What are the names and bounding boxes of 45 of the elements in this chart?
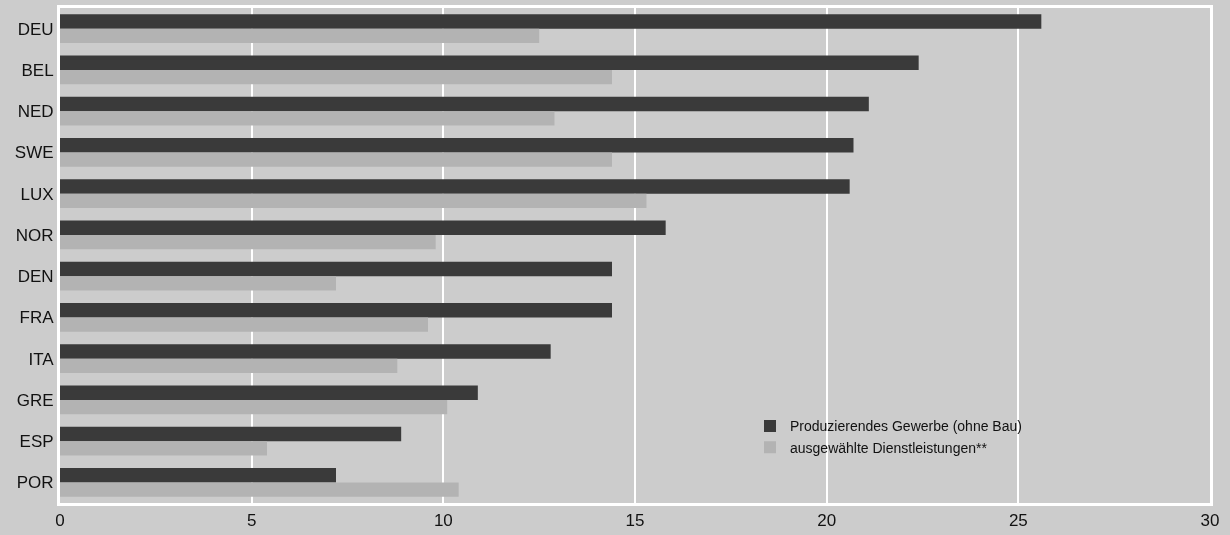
bar	[60, 482, 459, 497]
bar	[60, 441, 267, 456]
bar	[60, 385, 478, 400]
y-tick-label: DEN	[17, 267, 54, 287]
bar	[60, 344, 551, 359]
y-tick-label: DEU	[17, 19, 54, 39]
bar	[60, 55, 919, 70]
bar	[60, 96, 869, 112]
legend-label: Produzierendes Gewerbe (ohne Bau)	[790, 418, 1022, 435]
bar	[60, 28, 540, 44]
y-tick-label: SWE	[14, 143, 54, 163]
y-tick-label: GRE	[16, 390, 54, 410]
x-tick-label: 10	[433, 511, 453, 531]
bar	[60, 358, 398, 374]
y-tick-label: BEL	[21, 60, 54, 80]
x-tick-label: 5	[246, 511, 257, 531]
y-tick-label: NED	[17, 102, 54, 122]
bar	[60, 137, 854, 153]
x-tick-label: 25	[1008, 511, 1028, 531]
bar	[60, 234, 436, 250]
bar	[60, 261, 612, 277]
x-tick-label: 0	[55, 511, 65, 531]
bar	[60, 69, 612, 85]
bar	[60, 193, 647, 209]
legend-label: ausgewählte Dienstleistungen**	[790, 439, 988, 456]
bar	[60, 220, 666, 235]
x-tick-label: 15	[625, 511, 645, 531]
bar	[60, 276, 336, 291]
bar	[60, 152, 612, 167]
bar	[60, 317, 428, 332]
y-tick-label: LUX	[20, 184, 54, 204]
y-tick-label: ESP	[19, 432, 54, 452]
x-tick-label: 30	[1200, 511, 1220, 531]
bar	[60, 399, 448, 415]
bar	[60, 302, 612, 318]
y-tick-label: FRA	[19, 308, 55, 328]
x-tick-label: 20	[817, 511, 837, 531]
y-tick-label: NOR	[15, 225, 54, 245]
bar	[60, 426, 402, 442]
y-tick-label: ITA	[28, 349, 55, 369]
bar	[60, 179, 850, 194]
bar	[60, 14, 1042, 29]
bar	[60, 111, 555, 126]
y-tick-label: POR	[16, 473, 54, 493]
bar	[60, 467, 336, 483]
